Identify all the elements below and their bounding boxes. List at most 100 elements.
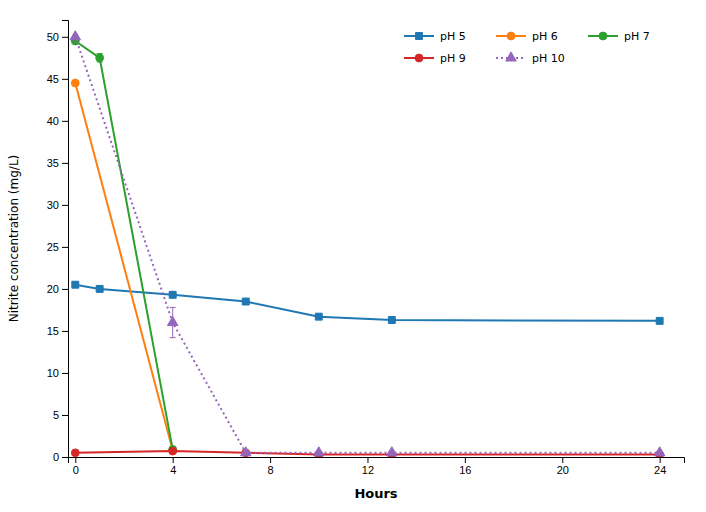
x-tick: 4 — [170, 457, 176, 476]
y-tick: 35 — [47, 157, 68, 169]
point — [71, 449, 79, 457]
legend-item: pH 5 — [404, 30, 466, 43]
series-line — [75, 83, 172, 450]
x-tick-mark — [270, 457, 271, 463]
x-tick: 12 — [362, 457, 374, 476]
x-tick-label: 4 — [170, 464, 176, 476]
y-tick-label: 40 — [47, 115, 59, 127]
series-line — [75, 41, 172, 449]
legend-label: pH 6 — [532, 30, 558, 43]
point — [314, 447, 325, 456]
error-bar — [170, 292, 176, 297]
y-axis-line — [62, 21, 69, 458]
x-tick: 24 — [654, 457, 666, 476]
y-tick-mark — [62, 79, 68, 80]
x-tick-label: 8 — [268, 464, 274, 476]
y-tick-label: 50 — [47, 31, 59, 43]
y-tick-label: 0 — [53, 451, 59, 463]
y-tick-mark — [62, 37, 68, 38]
x-tick: 0 — [73, 457, 79, 476]
legend-label: pH 7 — [624, 30, 650, 43]
x-tick: 20 — [557, 457, 569, 476]
y-tick: 20 — [47, 283, 68, 295]
y-tick-label: 25 — [47, 241, 59, 253]
legend-marker — [507, 32, 515, 40]
y-tick-label: 15 — [47, 325, 59, 337]
point — [72, 281, 79, 288]
y-axis: 0 5 10 15 20 25 30 35 40 45 50 — [47, 21, 69, 464]
x-tick-mark — [562, 457, 563, 463]
x-tick-label: 20 — [557, 464, 569, 476]
y-tick-mark — [62, 121, 68, 122]
point — [242, 298, 249, 305]
legend-item: pH 6 — [496, 30, 558, 43]
y-tick-mark — [62, 457, 68, 458]
series — [72, 281, 663, 324]
x-tick-mark — [173, 457, 174, 463]
y-axis-title: Nitrite concentration (mg/L) — [7, 155, 21, 323]
x-tick-mark — [75, 457, 76, 463]
error-bar-cap — [170, 307, 176, 308]
series-line — [75, 451, 659, 454]
y-tick: 10 — [47, 367, 68, 379]
error-bar-cap — [170, 337, 176, 338]
legend: pH 5 pH 6 pH 7 pH 9 pH 10 — [404, 30, 650, 65]
plot: 0481216202405101520253035404550pH 5pH 6p… — [47, 21, 685, 476]
x-tick-label: 16 — [459, 464, 471, 476]
x-tick-mark — [465, 457, 466, 463]
point — [96, 285, 103, 292]
y-tick: 45 — [47, 73, 68, 85]
x-axis-title: Hours — [354, 486, 397, 501]
x-tick: 8 — [268, 457, 274, 476]
point — [169, 446, 177, 454]
y-tick-mark — [62, 331, 68, 332]
point — [167, 316, 178, 325]
point — [169, 447, 177, 455]
marks — [70, 31, 665, 457]
legend-label: pH 5 — [440, 30, 466, 43]
point — [654, 447, 665, 456]
legend-item: pH 7 — [588, 30, 650, 43]
point — [387, 447, 398, 456]
error-bar — [97, 286, 103, 291]
legend-item: pH 10 — [496, 52, 565, 65]
x-tick-label: 12 — [362, 464, 374, 476]
x-tick-label: 0 — [73, 464, 79, 476]
y-tick-label: 45 — [47, 73, 59, 85]
y-tick-label: 5 — [53, 409, 59, 421]
y-tick: 5 — [53, 409, 68, 421]
series — [71, 79, 176, 454]
legend-marker — [599, 32, 607, 40]
point — [388, 317, 395, 324]
x-tick: 16 — [459, 457, 471, 476]
series-line — [75, 37, 659, 453]
legend-marker — [415, 54, 423, 62]
x-tick-label: 24 — [654, 464, 666, 476]
chart: 0481216202405101520253035404550pH 5pH 6p… — [0, 0, 706, 512]
y-tick-label: 30 — [47, 199, 59, 211]
legend-label: pH 9 — [440, 52, 466, 65]
point — [71, 79, 79, 87]
y-tick: 30 — [47, 199, 68, 211]
x-tick-mark — [367, 457, 368, 463]
x-axis: 0 4 8 12 16 20 24 — [69, 457, 685, 476]
y-tick-mark — [62, 163, 68, 164]
y-tick-mark — [62, 373, 68, 374]
y-tick: 50 — [47, 31, 68, 43]
point — [169, 291, 176, 298]
y-tick: 15 — [47, 325, 68, 337]
y-tick-label: 20 — [47, 283, 59, 295]
legend-marker — [416, 33, 423, 40]
y-tick-mark — [62, 247, 68, 248]
y-tick-label: 10 — [47, 367, 59, 379]
y-tick-mark — [62, 205, 68, 206]
y-tick-mark — [62, 289, 68, 290]
point — [315, 313, 322, 320]
point — [240, 447, 251, 456]
error-bar — [97, 54, 103, 62]
series — [71, 37, 176, 453]
y-tick-mark — [62, 415, 68, 416]
y-tick-label: 35 — [47, 157, 59, 169]
legend-item: pH 9 — [404, 52, 466, 65]
series — [70, 31, 665, 456]
